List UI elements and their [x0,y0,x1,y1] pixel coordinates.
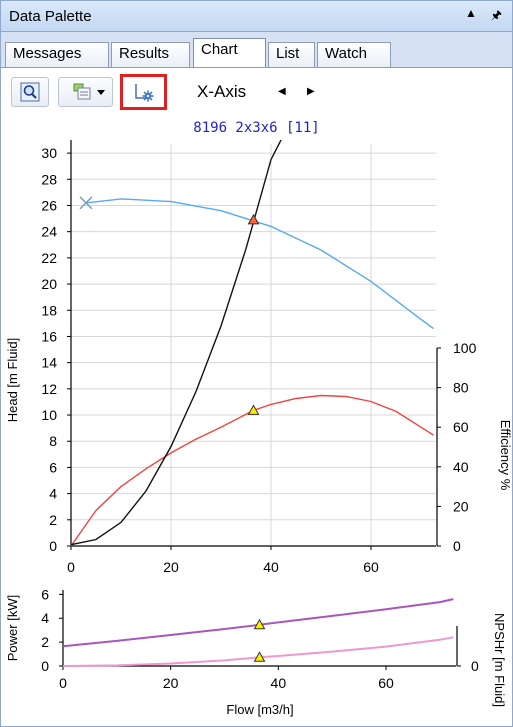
x-tick-label: 0 [67,559,75,575]
y-tick-label: 10 [41,407,57,423]
tab-label: Watch [325,45,367,62]
system-curve [70,140,282,546]
flow-x-tick-label: 0 [59,675,67,691]
flow-x-tick-label: 40 [271,675,287,691]
power-y-tick-label: 6 [41,586,49,602]
x-axis-label: X-Axis [197,82,247,101]
npsh-y2-tick-label: 0 [471,658,479,674]
y2-tick-label: 40 [453,459,469,475]
chart-toolbar: X-Axis ◀ ▶ [1,68,512,114]
y-tick-label: 0 [49,538,57,554]
zoom-button[interactable] [11,77,49,107]
tab-label: Results [119,45,170,62]
operating-point-power-marker [253,618,266,630]
x-tick-label: 20 [163,559,179,575]
y-tick-label: 20 [41,276,57,292]
y-tick-label: 12 [41,381,57,397]
tab-label: Messages [13,45,82,62]
zoom-icon [20,82,40,102]
power-curve [62,598,454,648]
tab-list[interactable]: List [268,42,315,68]
npsh-y2-axis-title: NPSHr [m Fluid] [492,613,507,707]
window-title: Data Palette [9,7,92,25]
operating-point-head-marker [247,213,260,225]
y2-axis-title: Efficiency % [498,420,512,491]
chart-options-dropdown-icon [73,83,105,100]
y-tick-label: 16 [41,328,57,344]
y-tick-label: 18 [41,302,57,318]
tab-strip: Messages Results Chart List Watch [0,32,513,68]
y2-tick-label: 60 [453,419,469,435]
power-y-tick-label: 0 [41,658,49,674]
chart-panel: X-Axis ◀ ▶ 8196 2x3x6 [11] 0 2 4 6 8 10 12 14 16… [0,67,513,727]
y-tick-label: 26 [41,197,57,213]
y-tick-label: 14 [41,355,57,371]
head-curve [85,198,434,330]
power-y-tick-label: 2 [41,634,49,650]
npsh-curve [62,636,454,667]
x-tick-label: 40 [263,559,279,575]
tab-label: Chart [201,41,238,58]
chart-options-dropdown[interactable] [58,77,113,107]
operating-point-efficiency-marker [247,404,260,415]
y-tick-label: 24 [41,224,57,240]
title-bar: Data Palette ▲ 🖈 [0,0,513,32]
y-tick-label: 2 [49,512,57,528]
y-tick-label: 6 [49,459,57,475]
operating-point-npsh-marker [253,651,266,662]
axis-settings-button[interactable] [120,74,167,110]
tab-chart[interactable]: Chart [193,38,266,68]
y2-tick-label: 80 [453,380,469,396]
tab-label: List [276,45,300,62]
y-axis-title: Head [m Fluid] [5,338,20,423]
flow-x-tick-label: 60 [378,675,394,691]
y-tick-label: 22 [41,250,57,266]
axis-settings-icon [134,84,153,102]
x-tick-label: 60 [363,559,379,575]
y-tick-label: 4 [49,486,57,502]
y-tick-label: 8 [49,433,57,449]
next-axis-arrow-icon[interactable]: ▶ [307,86,315,97]
efficiency-curve [70,394,434,547]
y2-tick-label: 20 [453,498,469,514]
y2-tick-label: 0 [453,538,461,554]
previous-axis-arrow-icon[interactable]: ◀ [278,86,286,97]
pin-icon[interactable]: 🖈 [490,7,502,22]
power-y-axis-title: Power [kW] [5,595,20,661]
flow-x-axis-title: Flow [m3/h] [226,702,293,717]
head-start-marker [79,196,93,210]
tab-watch[interactable]: Watch [317,42,391,68]
tab-messages[interactable]: Messages [5,42,109,68]
dropdown-arrow-icon[interactable]: ▲ [465,5,477,20]
chart-title: 8196 2x3x6 [11] [193,120,320,136]
y-tick-label: 28 [41,171,57,187]
y2-tick-label: 100 [453,340,477,356]
flow-x-tick-label: 20 [163,675,179,691]
y-tick-label: 30 [41,145,57,161]
tab-results[interactable]: Results [111,42,190,68]
power-y-tick-label: 4 [41,610,49,626]
